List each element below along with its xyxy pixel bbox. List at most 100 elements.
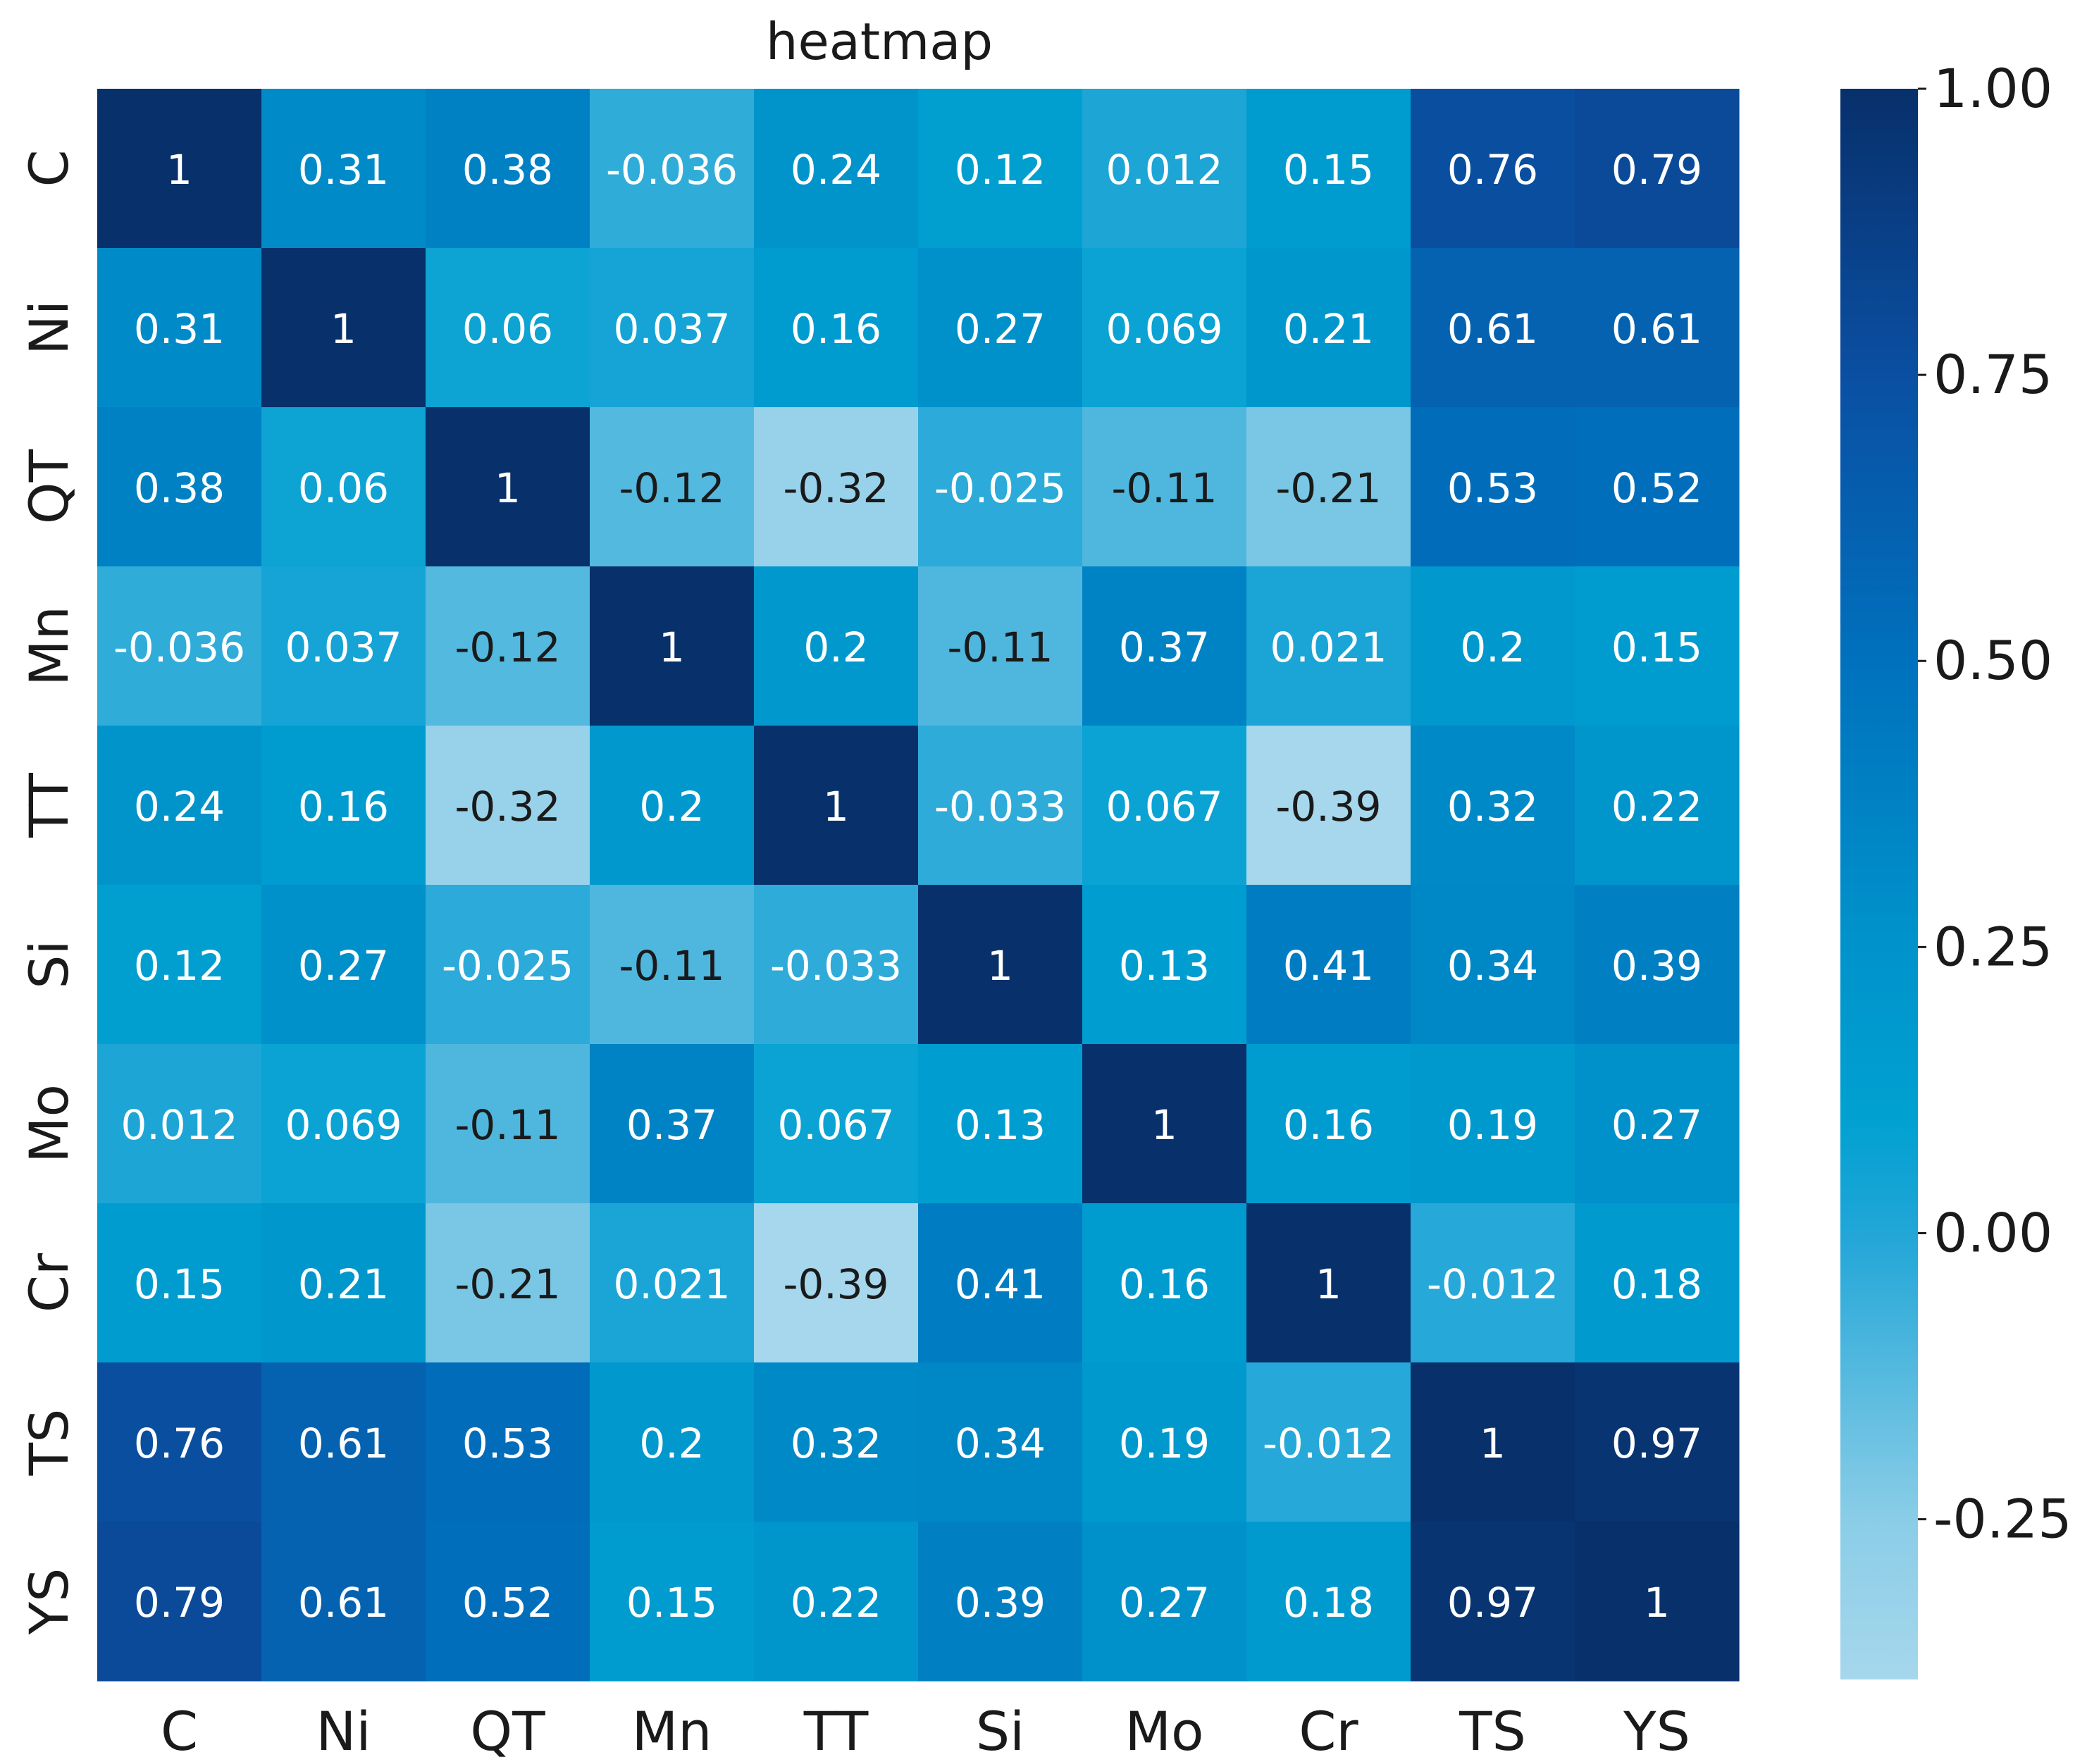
heatmap-cell <box>590 566 755 726</box>
heatmap-cell <box>426 407 590 567</box>
cell-value-label: 0.38 <box>134 464 225 512</box>
heatmap-cell <box>261 248 426 408</box>
cell-value-label: 0.61 <box>1447 305 1538 353</box>
heatmap-cell <box>97 89 262 249</box>
y-tick-label: Si <box>18 940 80 988</box>
y-tick-label: Mn <box>18 606 80 686</box>
heatmap-cell <box>590 1362 755 1522</box>
cell-value-label: 1 <box>987 942 1013 990</box>
cell-value-label: 0.15 <box>1283 146 1374 194</box>
colorbar: -0.25 0.00 0.25 0.50 0.75 1.00 <box>1840 57 2072 1679</box>
heatmap-cell <box>261 566 426 726</box>
cell-value-label: -0.025 <box>934 464 1066 512</box>
heatmap-cell <box>1575 248 1740 408</box>
y-axis-tick-labels: C Ni QT Mn TT Si Mo Cr TS YS <box>18 149 80 1635</box>
cell-value-label: 0.41 <box>955 1260 1046 1308</box>
heatmap-cell <box>97 1522 262 1682</box>
heatmap-cell <box>1411 1362 1575 1522</box>
cell-value-label: 0.97 <box>1447 1579 1538 1627</box>
x-tick-label: Si <box>976 1700 1024 1763</box>
cell-value-label: 0.021 <box>1270 623 1387 671</box>
heatmap-cell <box>1411 248 1575 408</box>
heatmap-cell <box>1411 1522 1575 1682</box>
cell-value-label: 0.012 <box>120 1101 237 1149</box>
heatmap-cell <box>1575 407 1740 567</box>
heatmap-cell <box>1082 1044 1247 1204</box>
cell-value-label: 1 <box>330 305 357 353</box>
cell-value-label: 0.34 <box>955 1420 1046 1467</box>
cell-value-label: 0.067 <box>1106 783 1222 831</box>
y-tick-label: Cr <box>18 1253 80 1312</box>
cell-value-label: 0.38 <box>462 146 553 194</box>
heatmap-cell <box>918 248 1083 408</box>
cell-value-label: 0.37 <box>626 1101 717 1149</box>
cell-value-label: 0.06 <box>462 305 553 353</box>
cell-value-label: 0.76 <box>1447 146 1538 194</box>
heatmap-cell <box>1246 1044 1411 1204</box>
heatmap-cell <box>1246 1203 1411 1363</box>
cell-value-label: -0.21 <box>454 1260 560 1308</box>
cell-value-label: 0.61 <box>1611 305 1702 353</box>
cell-value-label: 0.13 <box>955 1101 1046 1149</box>
cell-value-label: 0.27 <box>1611 1101 1702 1149</box>
heatmap-cell <box>918 1203 1083 1363</box>
cell-value-label: 0.037 <box>613 305 730 353</box>
heatmap-cell <box>590 407 755 567</box>
heatmap-cell <box>261 1362 426 1522</box>
cell-value-label: 0.037 <box>285 623 402 671</box>
heatmap-cell <box>754 566 919 726</box>
heatmap-cell <box>1411 566 1575 726</box>
x-tick-label: Cr <box>1299 1700 1358 1763</box>
cell-value-label: 0.16 <box>1119 1260 1210 1308</box>
cell-value-label: 0.06 <box>298 464 389 512</box>
cell-value-label: 1 <box>166 146 192 194</box>
heatmap-cell <box>1575 1522 1740 1682</box>
heatmap-cell <box>918 885 1083 1045</box>
heatmap-cell <box>426 1522 590 1682</box>
heatmap-cell <box>426 248 590 408</box>
cell-value-label: -0.39 <box>1275 783 1381 831</box>
heatmap-cell <box>97 248 262 408</box>
heatmap-cell <box>261 1044 426 1204</box>
cell-value-label: 0.76 <box>134 1420 225 1467</box>
cell-value-label: -0.12 <box>454 623 560 671</box>
colorbar-tick-label: 1.00 <box>1933 57 2052 120</box>
cell-value-label: -0.32 <box>454 783 560 831</box>
chart-title: heatmap <box>766 12 993 71</box>
heatmap-cell <box>426 1362 590 1522</box>
heatmap-cell <box>1082 726 1247 886</box>
cell-value-label: 0.012 <box>1106 146 1222 194</box>
heatmap-cells: 1 0.31 0.38 -0.036 0.24 0.12 0.012 0.15 0.76 0.79… <box>97 89 1740 1682</box>
cell-value-label: 0.24 <box>791 146 881 194</box>
heatmap-cell <box>1246 566 1411 726</box>
heatmap-cell <box>97 726 262 886</box>
heatmap-cell <box>261 726 426 886</box>
heatmap-cell <box>754 248 919 408</box>
x-tick-label: C <box>161 1700 198 1763</box>
heatmap-cell <box>261 89 426 249</box>
cell-value-label: 0.32 <box>791 1420 881 1467</box>
heatmap-cell <box>97 1203 262 1363</box>
cell-value-label: 0.18 <box>1283 1579 1374 1627</box>
cell-value-label: -0.11 <box>1111 464 1217 512</box>
cell-value-label: 1 <box>659 623 685 671</box>
cell-value-label: -0.025 <box>442 942 574 990</box>
x-tick-label: Mo <box>1125 1700 1203 1763</box>
x-tick-label: TT <box>803 1700 869 1763</box>
cell-value-label: 0.32 <box>1447 783 1538 831</box>
cell-value-label: 0.27 <box>298 942 389 990</box>
cell-value-label: 0.15 <box>134 1260 225 1308</box>
cell-value-label: 0.2 <box>803 623 868 671</box>
cell-value-label: 0.021 <box>613 1260 730 1308</box>
heatmap-cell <box>97 407 262 567</box>
heatmap-cell <box>261 1203 426 1363</box>
y-tick-label: Ni <box>18 300 80 355</box>
heatmap-cell <box>261 1522 426 1682</box>
cell-value-label: 0.12 <box>955 146 1046 194</box>
cell-value-label: 0.16 <box>791 305 881 353</box>
heatmap-cell <box>1411 89 1575 249</box>
x-axis-tick-labels: C Ni QT Mn TT Si Mo Cr TS YS <box>161 1700 1690 1763</box>
cell-value-label: 0.97 <box>1611 1420 1702 1467</box>
heatmap-cell <box>1246 1522 1411 1682</box>
